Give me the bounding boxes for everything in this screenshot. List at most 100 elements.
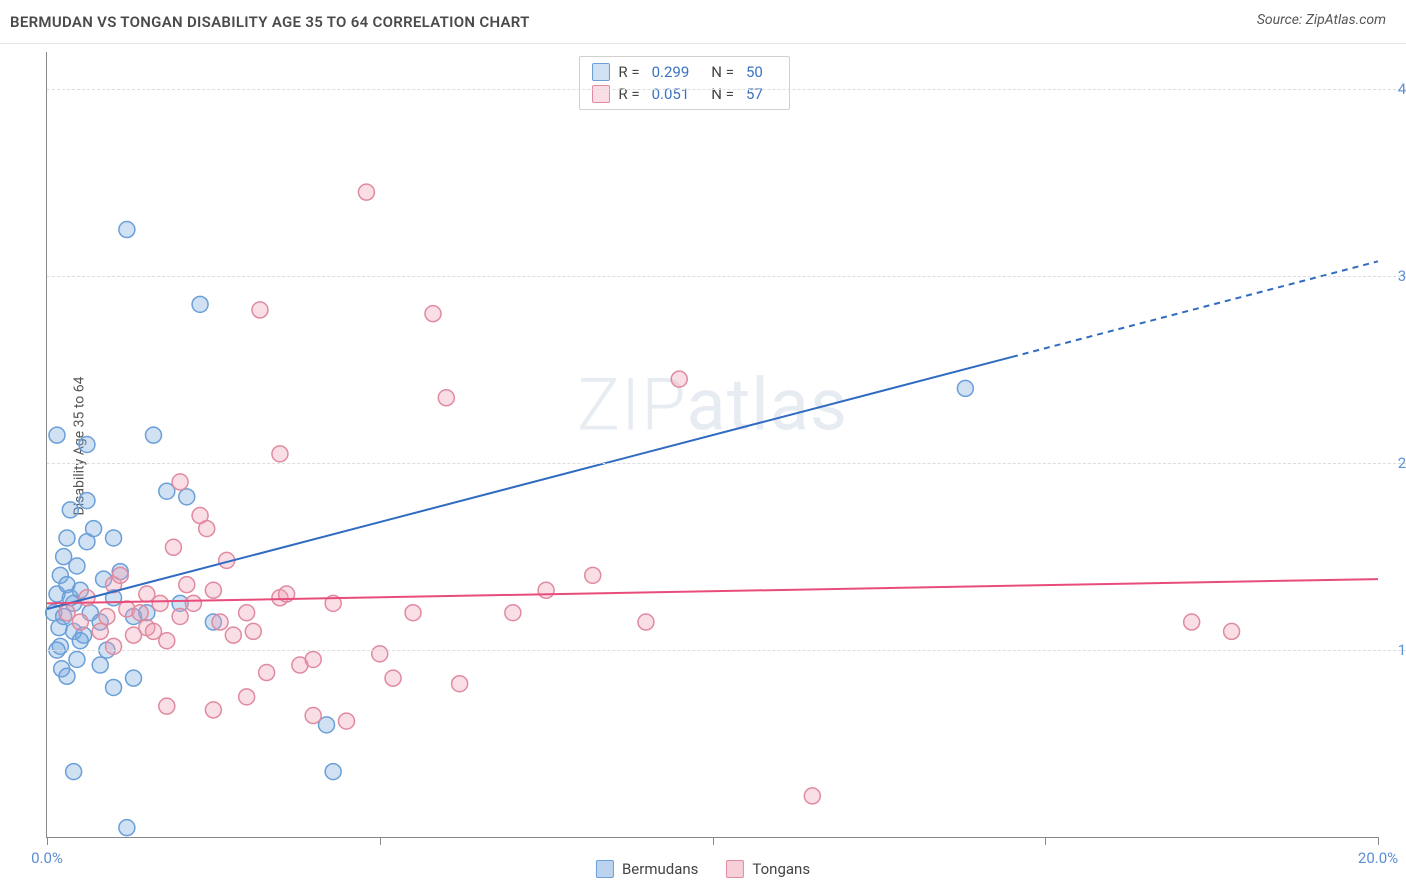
data-point — [152, 595, 168, 611]
data-point — [225, 627, 241, 643]
data-point — [305, 651, 321, 667]
data-point — [59, 668, 75, 684]
legend-swatch — [592, 63, 610, 81]
data-point — [505, 605, 521, 621]
data-point — [585, 567, 601, 583]
legend-item: Bermudans — [596, 860, 698, 878]
legend-swatch — [726, 860, 744, 878]
data-point — [179, 489, 195, 505]
data-point — [126, 670, 142, 686]
data-point — [305, 708, 321, 724]
data-point — [185, 595, 201, 611]
data-point — [957, 380, 973, 396]
legend-label: Bermudans — [622, 860, 698, 878]
legend-swatch — [596, 860, 614, 878]
data-point — [199, 521, 215, 537]
gridline — [47, 89, 1406, 90]
data-point — [66, 764, 82, 780]
data-point — [638, 614, 654, 630]
data-point — [239, 605, 255, 621]
x-tick — [1378, 837, 1379, 845]
data-point — [79, 493, 95, 509]
data-point — [119, 820, 135, 836]
data-point — [72, 614, 88, 630]
data-point — [192, 296, 208, 312]
data-point — [325, 764, 341, 780]
stat-r-value: 0.051 — [652, 85, 690, 103]
trend-line — [47, 579, 1378, 603]
stat-label: N = — [711, 85, 734, 103]
data-point — [92, 657, 108, 673]
data-point — [272, 446, 288, 462]
x-tick — [1045, 837, 1046, 845]
trend-line — [47, 357, 1012, 609]
data-point — [69, 558, 85, 574]
data-point — [86, 521, 102, 537]
data-point — [405, 605, 421, 621]
data-point — [259, 665, 275, 681]
data-point — [1224, 623, 1240, 639]
x-tick-label: 0.0% — [31, 849, 63, 867]
data-point — [172, 608, 188, 624]
scatter-svg — [47, 52, 1378, 837]
data-point — [358, 184, 374, 200]
data-point — [106, 679, 122, 695]
data-point — [212, 614, 228, 630]
y-tick-label: 30.0% — [1384, 267, 1406, 285]
data-point — [92, 623, 108, 639]
data-point — [106, 530, 122, 546]
data-point — [425, 306, 441, 322]
chart-title: BERMUDAN VS TONGAN DISABILITY AGE 35 TO … — [10, 13, 530, 31]
data-point — [49, 427, 65, 443]
data-point — [372, 646, 388, 662]
data-point — [112, 567, 128, 583]
data-point — [252, 302, 268, 318]
data-point — [145, 427, 161, 443]
data-point — [62, 502, 78, 518]
stats-legend: R = 0.299 N = 50R = 0.051 N = 57 — [579, 56, 789, 110]
x-tick — [47, 837, 48, 845]
data-point — [438, 390, 454, 406]
data-point — [59, 530, 75, 546]
data-point — [205, 702, 221, 718]
legend-label: Tongans — [752, 860, 810, 878]
legend-item: Tongans — [726, 860, 810, 878]
data-point — [119, 222, 135, 238]
x-tick-label: 20.0% — [1358, 849, 1398, 867]
stat-label: N = — [711, 63, 734, 81]
data-point — [179, 577, 195, 593]
x-tick — [380, 837, 381, 845]
stat-n-value: 50 — [746, 63, 763, 81]
data-point — [1184, 614, 1200, 630]
data-point — [159, 698, 175, 714]
data-point — [239, 689, 255, 705]
data-point — [132, 605, 148, 621]
data-point — [245, 623, 261, 639]
y-tick-label: 10.0% — [1384, 641, 1406, 659]
plot-area: ZIPatlas R =0.299N =50R =0.051N =57 10.0… — [46, 52, 1378, 838]
data-point — [452, 676, 468, 692]
data-point — [205, 582, 221, 598]
gridline — [47, 463, 1406, 464]
stat-n-value: 57 — [746, 85, 763, 103]
stats-legend-row: R =0.051N =57 — [592, 83, 776, 105]
data-point — [165, 539, 181, 555]
y-tick-label: 20.0% — [1384, 454, 1406, 472]
series-legend: Bermudans Tongans — [596, 860, 810, 878]
legend-swatch — [592, 85, 610, 103]
data-point — [79, 437, 95, 453]
stat-r-value: 0.299 — [652, 63, 690, 81]
plot-canvas: ZIPatlas R =0.299N =50R =0.051N =57 10.0… — [46, 52, 1378, 838]
data-point — [338, 713, 354, 729]
data-point — [804, 788, 820, 804]
data-point — [538, 582, 554, 598]
stats-legend-row: R = 0.299 N = 50 — [592, 61, 776, 83]
y-tick-label: 40.0% — [1384, 80, 1406, 98]
gridline — [47, 650, 1406, 651]
data-point — [172, 474, 188, 490]
data-point — [72, 633, 88, 649]
chart-header: BERMUDAN VS TONGAN DISABILITY AGE 35 TO … — [0, 0, 1406, 44]
data-point — [145, 623, 161, 639]
stat-label: R = — [618, 63, 639, 81]
gridline — [47, 276, 1406, 277]
